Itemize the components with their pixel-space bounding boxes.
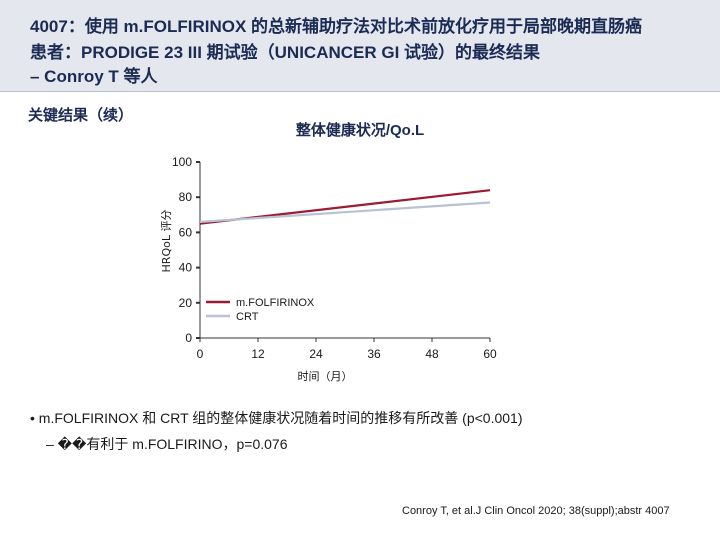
y-tick-label: 100 <box>172 155 192 169</box>
slide-title-line-1: 4007：使用 m.FOLFIRINOX 的总新辅助疗法对比术前放化疗用于局部晚… <box>30 17 643 36</box>
x-tick-label: 0 <box>197 347 204 361</box>
x-tick-label: 48 <box>425 347 439 361</box>
y-tick-label: 80 <box>179 190 193 204</box>
section-label: 关键结果（续） <box>28 107 134 124</box>
x-axis-title: 时间（月） <box>298 370 353 383</box>
y-tick-label: 0 <box>185 331 192 345</box>
chart-axes <box>199 162 490 339</box>
y-tick-label: 60 <box>179 225 193 239</box>
slide-title-line-2: 患者：PRODIGE 23 III 期试验（UNICANCER GI 试验）的最… <box>30 43 541 62</box>
x-tick-label: 60 <box>483 347 497 361</box>
x-tick-label: 24 <box>309 347 323 361</box>
title-banner: 4007：使用 m.FOLFIRINOX 的总新辅助疗法对比术前放化疗用于局部晚… <box>0 0 720 92</box>
legend-label-1: CRT <box>236 311 259 323</box>
y-tick-group: 0 20 40 60 80 100 <box>172 155 200 345</box>
chart-legend: m.FOLFIRINOX CRT <box>206 297 315 323</box>
x-tick-group: 0 12 24 36 48 60 <box>197 338 497 361</box>
bullet-2: – ��有利于 m.FOLFIRINO，p=0.076 <box>46 436 288 452</box>
hrqol-line-chart: 0 20 40 60 80 100 0 12 24 36 48 60 m.FOLFIRINOX CRT… <box>160 155 497 383</box>
slide-title-line-3: – Conroy T 等人 <box>30 67 158 86</box>
x-tick-label: 36 <box>367 347 381 361</box>
series-lines <box>199 189 491 225</box>
legend-label-0: m.FOLFIRINOX <box>236 297 315 309</box>
x-tick-label: 12 <box>251 347 265 361</box>
citation: Conroy T, et al.J Clin Oncol 2020; 38(su… <box>402 505 670 517</box>
y-tick-label: 20 <box>179 296 193 310</box>
y-tick-label: 40 <box>179 261 193 275</box>
y-axis-title: HRQoL 评分 <box>160 210 173 273</box>
bullet-1: • m.FOLFIRINOX 和 CRT 组的整体健康状况随着时间的推移有所改善… <box>30 410 523 426</box>
series-line-1 <box>199 201 491 223</box>
chart-title: 整体健康状况/Qo.L <box>295 122 425 139</box>
